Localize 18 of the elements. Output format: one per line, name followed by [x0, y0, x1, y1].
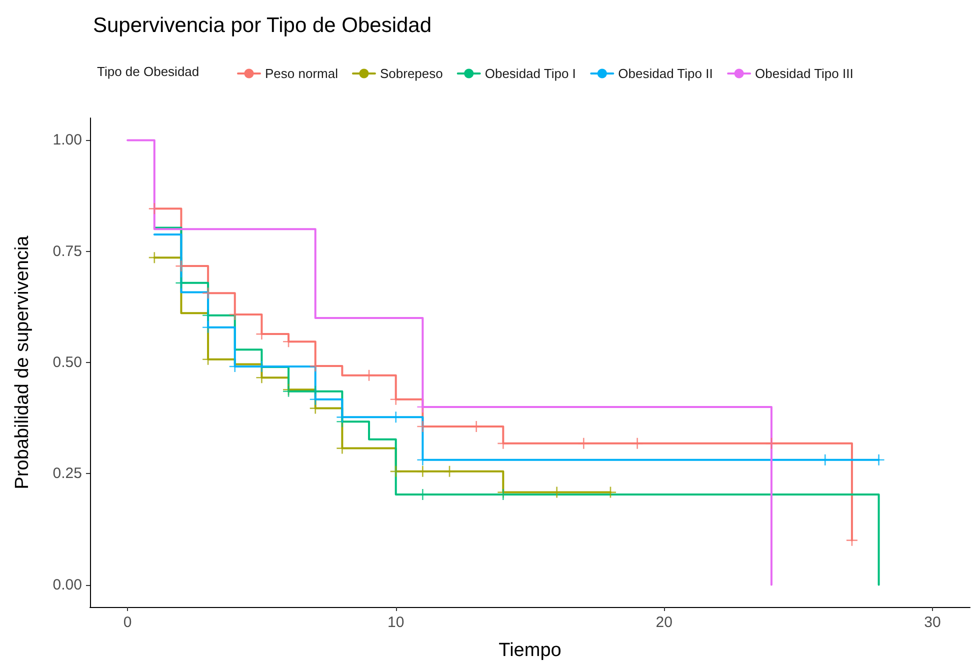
y-tick-label: 1.00	[52, 132, 82, 149]
legend-label: Sobrepeso	[380, 66, 443, 81]
legend-title: Tipo de Obesidad	[97, 64, 200, 79]
y-tick-label: 0.25	[52, 465, 82, 482]
y-axis-title: Probabilidad de supervivencia	[12, 235, 33, 490]
y-tick-label: 0.00	[52, 576, 82, 594]
y-tick-label: 0.75	[52, 242, 82, 260]
x-tick-label: 0	[123, 614, 132, 631]
legend-label: Obesidad Tipo I	[484, 66, 576, 81]
y-tick-label: 0.50	[52, 354, 82, 371]
legend-label: Obesidad Tipo III	[755, 66, 854, 81]
legend-label: Peso normal	[265, 66, 338, 81]
x-axis-title: Tiempo	[498, 640, 562, 661]
legend-label: Obesidad Tipo II	[618, 66, 713, 81]
chart-title: Supervivencia por Tipo de Obesidad	[93, 14, 432, 37]
x-tick-label: 10	[388, 614, 404, 631]
x-tick-label: 20	[656, 614, 672, 631]
x-tick-label: 30	[924, 614, 941, 631]
